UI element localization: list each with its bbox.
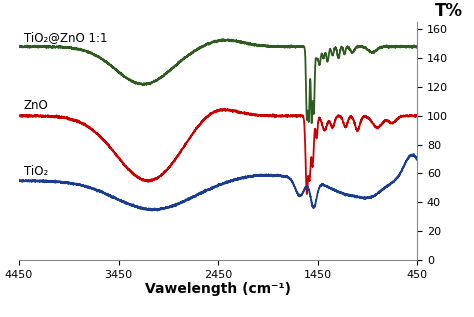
Text: TiO₂: TiO₂ [24, 165, 48, 178]
Text: T%: T% [435, 2, 463, 20]
X-axis label: Vawelength (cm⁻¹): Vawelength (cm⁻¹) [145, 282, 291, 296]
Text: TiO₂@ZnO 1:1: TiO₂@ZnO 1:1 [24, 31, 108, 44]
Text: ZnO: ZnO [24, 99, 49, 112]
